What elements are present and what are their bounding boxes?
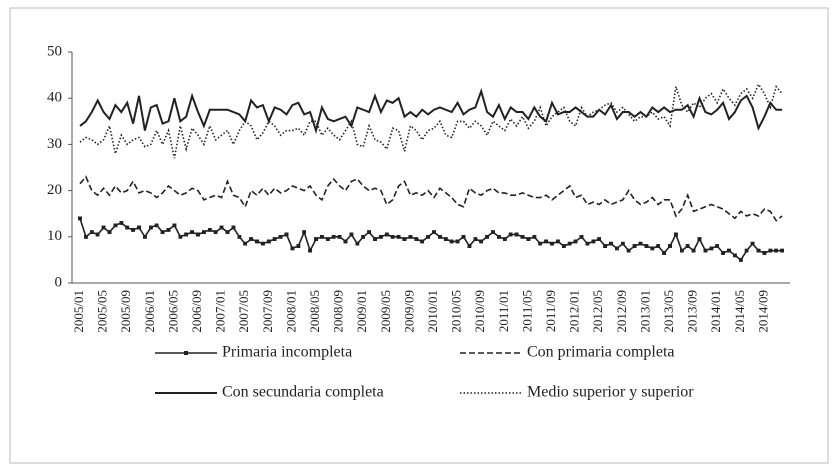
- x-tick-label: 2007/01: [213, 290, 228, 333]
- x-tick-label: 2005/09: [118, 290, 133, 333]
- x-tick-label: 2006/01: [142, 290, 157, 333]
- x-tick-label: 2011/05: [519, 290, 534, 332]
- x-tick-label: 2006/09: [189, 290, 204, 333]
- x-tick-label: 2013/09: [685, 290, 700, 333]
- series-line: [79, 175, 783, 222]
- x-tick-label: 2013/01: [637, 290, 652, 333]
- x-tick-label: 2005/01: [71, 290, 86, 333]
- y-tick-label: 20: [47, 182, 62, 198]
- x-tick-label: 2009/05: [378, 290, 393, 333]
- y-tick-label: 10: [47, 228, 62, 244]
- x-tick-label: 2012/09: [614, 290, 629, 333]
- x-tick-label: 2005/05: [95, 290, 110, 333]
- x-tick-label: 2012/05: [590, 290, 605, 333]
- x-tick-label: 2012/01: [567, 290, 582, 333]
- y-tick-label: 50: [47, 43, 62, 59]
- legend-label: Con secundaria completa: [222, 384, 384, 401]
- x-tick-label: 2006/05: [165, 290, 180, 333]
- x-tick-label: 2011/01: [496, 290, 511, 332]
- frame: [9, 7, 829, 464]
- series-line: [79, 82, 783, 159]
- x-tick-label: 2013/05: [661, 290, 676, 333]
- x-tick-label: 2007/05: [236, 290, 251, 333]
- x-tick-label: 2009/09: [401, 290, 416, 333]
- x-tick-label: 2011/09: [543, 290, 558, 332]
- x-tick-label: 2007/09: [260, 290, 275, 333]
- legend-label: Primaria incompleta: [222, 344, 352, 361]
- x-tick-label: 2014/09: [755, 290, 770, 333]
- legend-label: Con primaria completa: [527, 344, 675, 361]
- x-tick-label: 2009/01: [354, 290, 369, 333]
- x-tick-label: 2014/05: [732, 290, 747, 333]
- x-tick-label: 2014/01: [708, 290, 723, 333]
- x-tick-label: 2010/09: [472, 290, 487, 333]
- x-tick-label: 2008/01: [283, 290, 298, 333]
- x-tick-label: 2010/01: [425, 290, 440, 333]
- series-line: [79, 88, 783, 135]
- y-tick-label: 0: [55, 274, 63, 290]
- y-tick-label: 30: [47, 136, 62, 152]
- x-tick-label: 2010/05: [449, 290, 464, 333]
- x-tick-label: 2008/05: [307, 290, 322, 333]
- series-line: [78, 216, 785, 262]
- x-tick-label: 2008/09: [331, 290, 346, 333]
- legend-label: Medio superior y superior: [527, 384, 694, 401]
- y-tick-label: 40: [47, 90, 62, 106]
